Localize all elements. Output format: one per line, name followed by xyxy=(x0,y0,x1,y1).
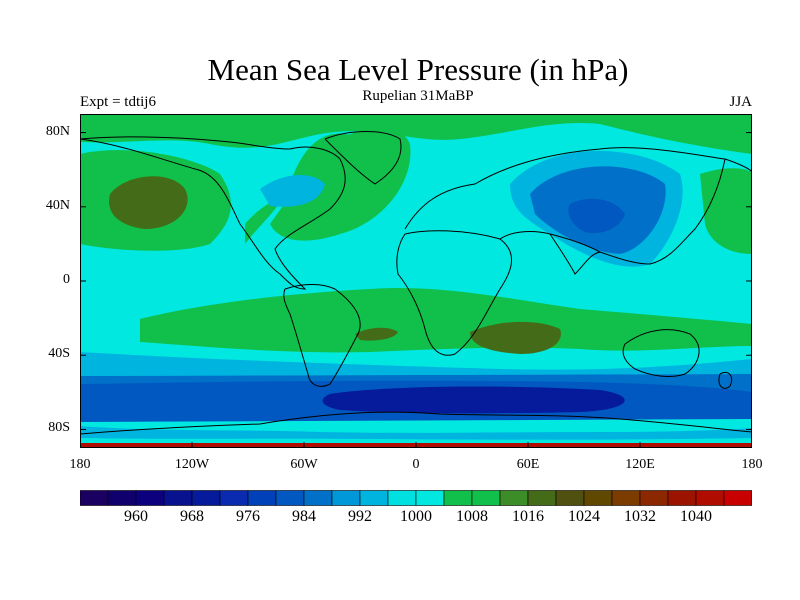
colorbar-swatch xyxy=(611,490,641,506)
field-saf-high xyxy=(470,321,561,354)
y-ticks xyxy=(80,132,752,430)
colorbar-label: 968 xyxy=(180,508,204,525)
field-natl2-green xyxy=(270,127,411,241)
x-tick-label: 180 xyxy=(69,457,91,472)
x-tick-label: 0 xyxy=(412,457,420,472)
colorbar-swatch xyxy=(527,490,557,506)
field-south-968 xyxy=(322,386,625,414)
colorbar-swatch xyxy=(331,490,361,506)
colorbar-swatch xyxy=(499,490,529,506)
map-subtitle: Rupelian 31MaBP xyxy=(362,88,474,104)
colorbar-label: 984 xyxy=(292,508,316,525)
y-tick-label: 40N xyxy=(45,197,70,213)
colorbar-swatch xyxy=(667,490,697,506)
colorbar-swatch xyxy=(359,490,389,506)
colorbar-swatch xyxy=(387,490,417,506)
field-south-992 xyxy=(80,352,752,376)
x-tick-label: 120E xyxy=(625,457,655,472)
colorbar-label: 1016 xyxy=(512,508,544,525)
colorbar-swatch xyxy=(219,490,249,506)
colorbar-label: 1024 xyxy=(568,508,600,525)
colorbar-label: 1032 xyxy=(624,508,656,525)
colorbar-swatch xyxy=(247,490,277,506)
x-tick-label: 120W xyxy=(174,457,210,472)
pressure-map xyxy=(80,114,752,448)
colorbar-swatch xyxy=(80,490,109,506)
colorbar-swatch xyxy=(639,490,669,506)
y-tick-label: 0 xyxy=(63,272,70,287)
colorbar-swatch xyxy=(135,490,165,506)
colorbar-swatch xyxy=(415,490,445,506)
colorbar-label: 960 xyxy=(124,508,148,525)
colorbar-swatch xyxy=(443,490,473,506)
colorbar-label: 976 xyxy=(236,508,260,525)
map-title: Mean Sea Level Pressure (in hPa) xyxy=(207,52,629,87)
colorbar-label: 992 xyxy=(348,508,372,525)
x-tick-label: 60W xyxy=(290,457,318,472)
colorbar-swatch xyxy=(555,490,585,506)
experiment-label: Expt = tdtij6 xyxy=(80,94,156,110)
y-tick-label: 80S xyxy=(48,420,70,436)
colorbar-swatch xyxy=(695,490,725,506)
field-natl-low xyxy=(260,174,325,207)
season-label: JJA xyxy=(729,94,752,110)
colorbar-swatch xyxy=(163,490,193,506)
field-asia-976 xyxy=(568,198,625,234)
colorbar-swatch xyxy=(303,490,333,506)
coastlines xyxy=(80,131,752,435)
y-tick-label: 40S xyxy=(48,346,70,362)
x-tick-label: 60E xyxy=(516,457,540,472)
colorbar-swatch xyxy=(723,490,752,506)
colorbar-label: 1008 xyxy=(456,508,488,525)
field-npac-high xyxy=(109,176,188,229)
x-ticks xyxy=(80,442,752,448)
colorbar-swatch xyxy=(107,490,137,506)
colorbar-label: 1000 xyxy=(400,508,432,525)
x-tick-label: 180 xyxy=(741,457,763,472)
colorbar-swatch xyxy=(275,490,305,506)
field-nwpac-green xyxy=(700,168,752,254)
colorbar-swatch xyxy=(471,490,501,506)
colorbar-swatch xyxy=(583,490,613,506)
colorbar-swatch xyxy=(191,490,221,506)
field-satl-high xyxy=(355,327,398,341)
y-tick-label: 80N xyxy=(45,123,70,139)
field-south-green xyxy=(140,288,752,353)
colorbar xyxy=(80,490,752,506)
colorbar-label: 1040 xyxy=(680,508,712,525)
